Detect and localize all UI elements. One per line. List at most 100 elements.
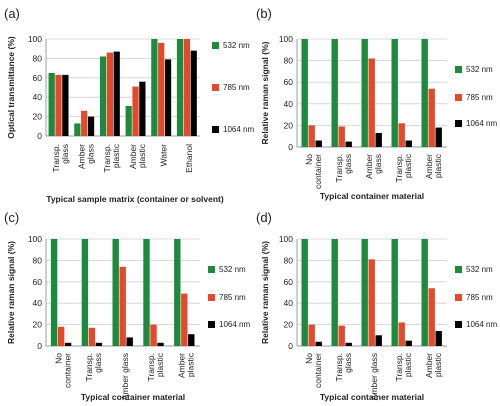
- panel-label: (c): [4, 210, 19, 225]
- category-label-line: Amber: [424, 353, 434, 378]
- bar: [308, 324, 315, 346]
- bar: [315, 341, 322, 346]
- category-label: Nocontainer: [304, 154, 323, 189]
- category-label-line: glass: [373, 154, 383, 174]
- category-label-line: Transp.: [51, 144, 61, 173]
- category-label-line: Amber: [424, 154, 434, 179]
- bar: [331, 39, 338, 147]
- bar: [157, 342, 164, 346]
- bar: [405, 340, 412, 346]
- bar: [150, 324, 157, 346]
- category-label-line: Transp.: [146, 353, 156, 382]
- category-label: Amberplastic: [424, 352, 443, 378]
- panel-label: (b): [256, 6, 272, 21]
- bar: [391, 239, 398, 346]
- bar: [338, 325, 345, 346]
- category-label: Ethanol: [184, 144, 194, 173]
- bar: [48, 72, 55, 136]
- category-label-line: container: [62, 353, 72, 388]
- category-label-line: plastic: [111, 143, 121, 168]
- category-label: Nocontainer: [53, 353, 72, 388]
- category-label: Amberglass: [364, 154, 383, 179]
- y-tick-label: 0: [288, 142, 293, 152]
- category-label: Amberplastic: [424, 153, 443, 179]
- category-label: Amber glass: [120, 353, 130, 400]
- bar: [375, 335, 382, 346]
- x-axis-label: Typical container material: [320, 191, 424, 201]
- category-label: Transp.glass: [334, 353, 353, 382]
- y-tick-label: 60: [33, 73, 43, 83]
- category-label: Transp.glass: [51, 144, 70, 173]
- legend-label: 532 nm: [219, 265, 246, 274]
- category-label-line: Transp.: [102, 144, 112, 173]
- y-tick-label: 0: [37, 341, 42, 351]
- legend-swatch: [455, 266, 462, 273]
- legend-swatch: [208, 294, 215, 301]
- bar: [99, 56, 107, 136]
- bar: [398, 123, 405, 147]
- y-tick-label: 40: [284, 99, 294, 109]
- y-tick-label: 80: [33, 53, 43, 63]
- y-axis-label: Relative raman signal (%): [6, 241, 16, 344]
- bar: [55, 74, 62, 136]
- category-label-line: Transp.: [84, 353, 94, 382]
- panel-label: (d): [256, 210, 272, 225]
- legend-swatch: [455, 120, 462, 127]
- y-axis-label: Relative raman signal (%): [260, 241, 270, 344]
- category-label: Amberplastic: [128, 143, 147, 169]
- x-axis-label: Typical container material: [320, 392, 424, 402]
- category-label-line: glass: [343, 154, 353, 174]
- legend-label: 785 nm: [466, 93, 493, 102]
- bar: [139, 81, 146, 136]
- bar: [95, 342, 103, 346]
- y-tick-label: 20: [33, 112, 43, 122]
- bar: [112, 239, 119, 346]
- category-label-line: No: [304, 154, 314, 165]
- y-tick-label: 80: [284, 255, 294, 265]
- bar: [164, 59, 172, 137]
- bar: [428, 288, 435, 346]
- bar: [331, 239, 338, 346]
- legend-swatch: [208, 266, 215, 273]
- category-label-line: Amber: [128, 144, 138, 169]
- category-label-line: plastic: [155, 352, 165, 377]
- y-tick-label: 80: [284, 56, 294, 66]
- category-label-line: Transp.: [394, 353, 404, 382]
- x-axis-label: Typical sample matrix (container or solv…: [46, 194, 224, 204]
- category-label-line: Amber: [177, 353, 187, 378]
- bar: [421, 39, 428, 147]
- bar: [428, 88, 435, 147]
- category-label-line: plastic: [403, 352, 413, 377]
- bar: [183, 39, 190, 136]
- bar: [57, 326, 65, 346]
- category-label-line: Transp.: [334, 353, 344, 382]
- category-label: Transp.plastic: [394, 352, 413, 381]
- bar: [87, 116, 95, 136]
- y-tick-label: 20: [284, 120, 294, 130]
- category-label-line: Water: [159, 144, 169, 167]
- y-tick-label: 20: [33, 320, 43, 330]
- bar: [88, 327, 96, 346]
- category-label: Transp.plastic: [394, 153, 413, 182]
- category-label-line: No: [304, 353, 314, 364]
- y-tick-label: 60: [284, 277, 294, 287]
- bar: [301, 39, 308, 147]
- legend-label: 532 nm: [466, 265, 493, 274]
- bar: [174, 239, 181, 346]
- category-label-line: Transp.: [334, 154, 344, 183]
- bar: [81, 110, 88, 136]
- legend-swatch: [455, 66, 462, 73]
- category-label: Nocontainer: [304, 353, 323, 388]
- bar: [176, 39, 184, 136]
- bar: [113, 51, 120, 136]
- category-label: Transp.plastic: [146, 352, 165, 381]
- y-tick-label: 60: [33, 277, 43, 287]
- bar: [391, 39, 398, 147]
- bar: [106, 52, 113, 136]
- bar: [151, 39, 158, 136]
- category-label-line: Amber glass: [120, 353, 130, 400]
- category-label: Transp.glass: [84, 353, 103, 382]
- legend-label: 1064 nm: [466, 320, 497, 329]
